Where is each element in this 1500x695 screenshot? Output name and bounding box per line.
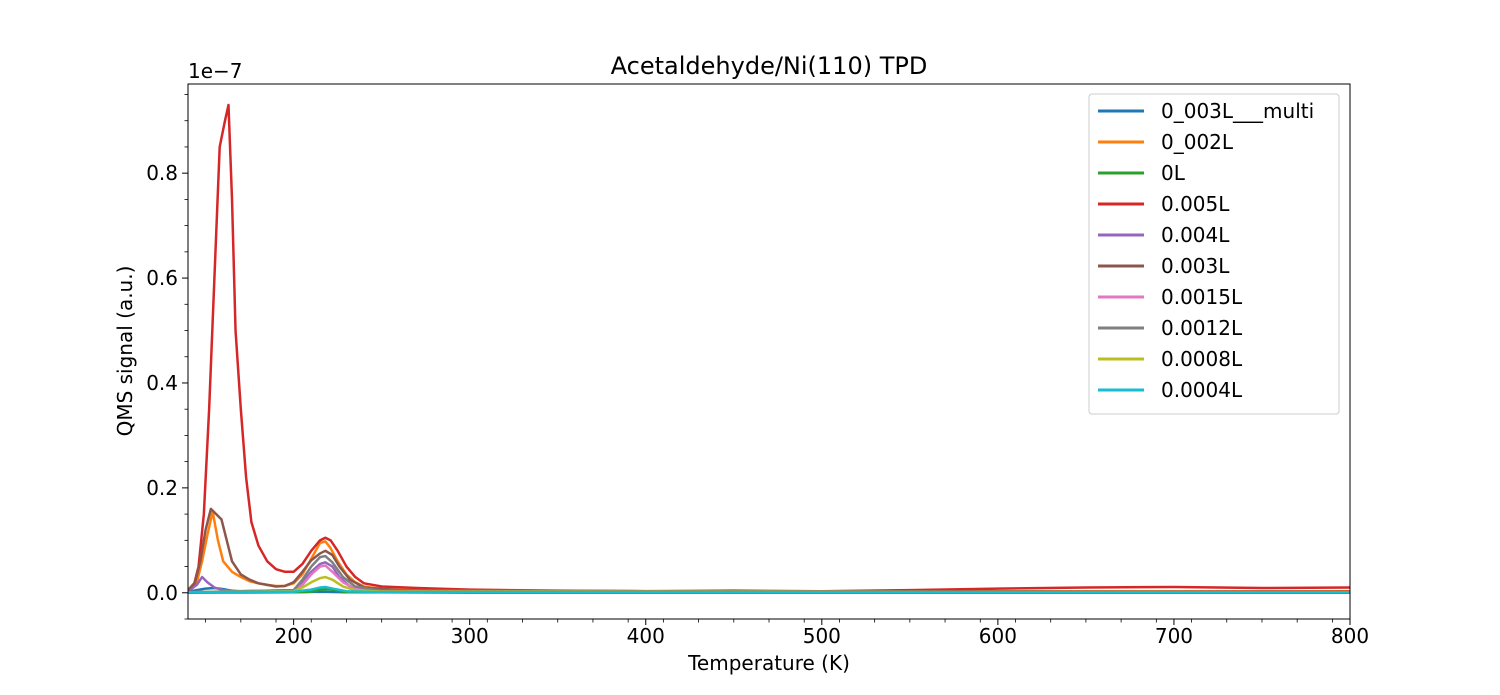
x-tick-label: 800: [1331, 624, 1369, 648]
y-offset-multiplier: 1e−7: [188, 59, 243, 83]
y-tick-label: 0.2: [146, 476, 178, 500]
legend-frame: [1088, 93, 1340, 415]
legend-label-8: 0.0008L: [1161, 347, 1243, 371]
x-tick-label: 400: [627, 624, 665, 648]
legend-label-1: 0_002L: [1161, 130, 1234, 154]
legend-label-3: 0.005L: [1161, 192, 1230, 216]
y-tick-label: 0.6: [146, 266, 178, 290]
x-tick-label: 500: [803, 624, 841, 648]
x-axis-label: Temperature (K): [687, 651, 850, 675]
legend-label-9: 0.0004L: [1161, 378, 1243, 402]
series-line-5: [188, 507, 1350, 593]
series-line-7: [188, 554, 1350, 594]
y-tick-label: 0.8: [146, 161, 178, 185]
legend-label-7: 0.0012L: [1161, 316, 1243, 340]
y-tick-label: 0.0: [146, 581, 178, 605]
legend-label-2: 0L: [1161, 161, 1186, 185]
chart-title: Acetaldehyde/Ni(110) TPD: [611, 52, 928, 80]
legend-label-0: 0_003L___multi: [1161, 99, 1314, 123]
x-tick-label: 300: [451, 624, 489, 648]
legend-label-6: 0.0015L: [1161, 285, 1243, 309]
legend-label-4: 0.004L: [1161, 223, 1230, 247]
series-lines: [188, 103, 1350, 595]
plot-area: 200 300 400 500 600 700 800 0.0 0.2 0.4 0.6 0.8: [146, 83, 1369, 648]
y-tick-label: 0.4: [146, 371, 178, 395]
y-axis-label: QMS signal (a.u.): [113, 266, 137, 437]
legend: 0_003L___multi 0_002L 0L 0.005L 0.004L 0.003L…: [1088, 93, 1340, 415]
x-tick-label: 700: [1155, 624, 1193, 648]
x-tick-label: 600: [979, 624, 1017, 648]
legend-label-5: 0.003L: [1161, 254, 1230, 278]
x-tick-label: 200: [275, 624, 313, 648]
series-line-9: [188, 585, 1350, 594]
